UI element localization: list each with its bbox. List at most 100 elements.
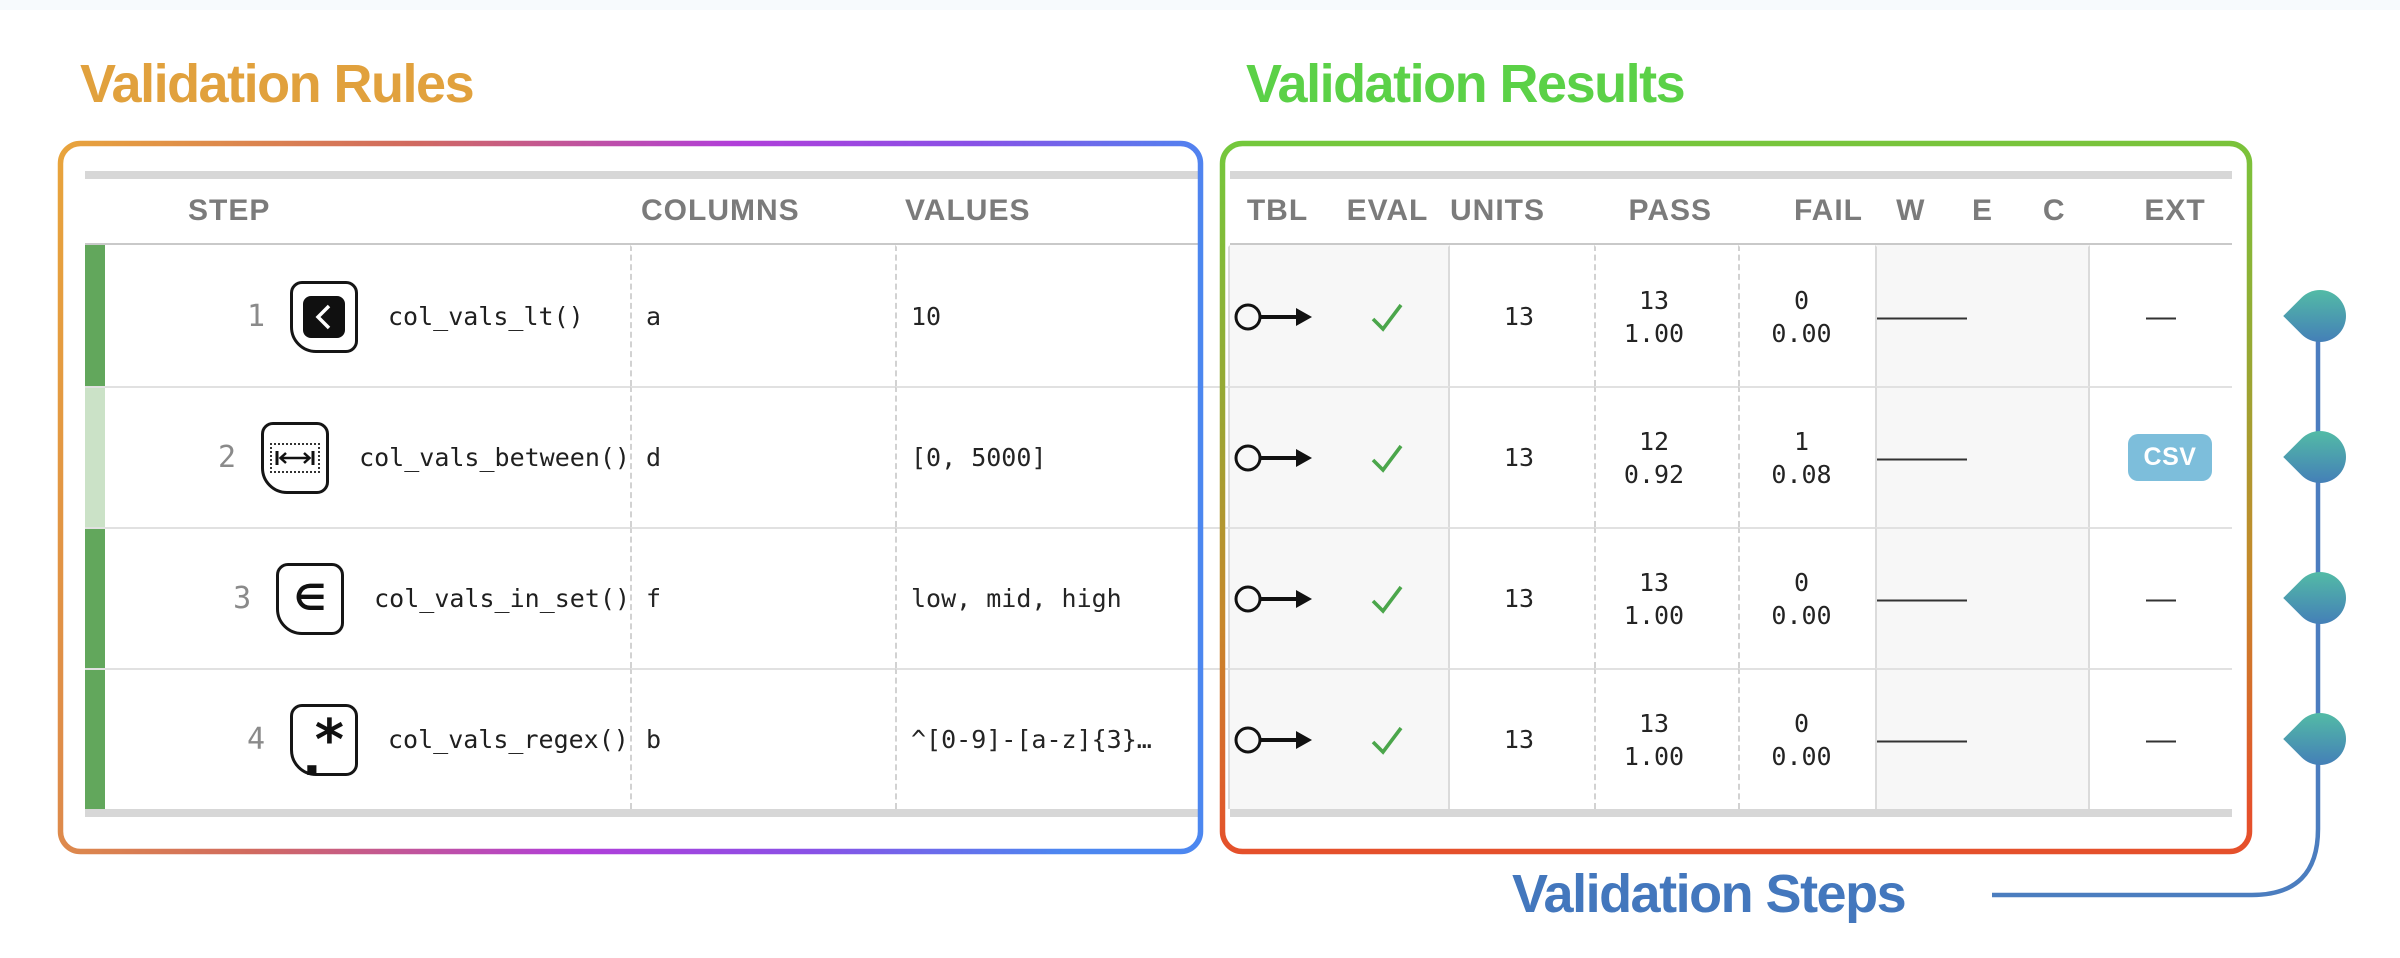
units-cell: 13 [1450, 386, 1594, 527]
header-w: W [1896, 194, 1926, 227]
table-bottom-bar [85, 809, 2232, 817]
col-vals-regex-icon: . * [290, 703, 358, 783]
critical-value: — [1937, 722, 1967, 756]
pass-fraction: 1.00 [1623, 741, 1685, 771]
fail-count: 1 [1793, 426, 1810, 456]
header-tbl: TBL [1246, 194, 1309, 227]
ext-dash: — [2146, 299, 2176, 333]
pass-count: 13 [1638, 708, 1670, 738]
fail-fraction: 0.08 [1771, 459, 1832, 489]
tbl-preprocess-icon [1230, 386, 1325, 527]
values-cell: 10 [895, 245, 1200, 386]
section-gap [1200, 527, 1230, 668]
tbl-preprocess-icon [1230, 527, 1325, 668]
units-cell: 13 [1503, 302, 1534, 331]
tbl-preprocess-icon [1230, 668, 1325, 809]
critical-value: — [1937, 440, 1967, 474]
ext-dash: — [2146, 722, 2176, 756]
values-cell: ^[0-9]-[a-z]{3}… [895, 668, 1200, 809]
step-number: 3 [233, 581, 252, 616]
error-value: — [1907, 722, 1937, 756]
critical-value: — [1937, 299, 1967, 333]
eval-check-icon [1325, 668, 1450, 809]
wec-cell: — — — [1875, 527, 2090, 668]
section-gap [1200, 386, 1230, 527]
pass-cell: 12 0.92 [1594, 386, 1738, 527]
section-gap [1200, 668, 1230, 809]
pass-fraction: 1.00 [1623, 600, 1685, 630]
warn-value: — [1877, 581, 1907, 615]
fail-cell: 0 0.00 [1738, 245, 1875, 386]
table-row: 3 ∈ col_vals_in_set() f low, mid, high 1… [85, 527, 2232, 668]
fail-fraction: 0.00 [1771, 600, 1832, 630]
header-eval: EVAL [1346, 194, 1429, 227]
assertion-name: col_vals_between() [359, 443, 630, 472]
values-cell: [0, 5000] [895, 386, 1200, 527]
pass-cell: 13 1.00 [1594, 527, 1738, 668]
pass-count: 13 [1638, 567, 1670, 597]
pass-count: 13 [1638, 285, 1670, 315]
pass-fraction: 1.00 [1623, 318, 1685, 348]
fail-cell: 1 0.08 [1738, 386, 1875, 527]
rules-section-title: Validation Rules [80, 54, 475, 114]
step-cell: 4 . * col_vals_regex() [105, 668, 630, 809]
warn-value: — [1877, 299, 1907, 333]
error-value: — [1907, 440, 1937, 474]
step-marker [2283, 419, 2357, 494]
header-c: C [2042, 194, 2066, 227]
assertion-name: col_vals_lt() [388, 302, 584, 331]
table-row: 1 col_vals_lt() a 10 13 13 1.00 0 0.00 —… [85, 245, 2232, 386]
validation-table: STEP COLUMNS VALUES TBL EVAL UNITS PASS … [85, 171, 2232, 817]
ext-cell: — [2090, 527, 2232, 668]
step-marker [2283, 560, 2357, 635]
warn-value: — [1877, 440, 1907, 474]
header-wec: W E C [1875, 194, 2090, 228]
tbl-preprocess-icon [1230, 245, 1325, 386]
table-row: 4 . * col_vals_regex() b ^[0-9]-[a-z]{3}…… [85, 668, 2232, 809]
header-values: VALUES [905, 194, 1031, 227]
status-bar [85, 386, 105, 527]
results-section-title: Validation Results [1246, 54, 1686, 114]
columns-cell: b [630, 668, 895, 809]
step-cell: 1 col_vals_lt() [105, 245, 630, 386]
wec-cell: — — — [1875, 386, 2090, 527]
step-cell: 3 ∈ col_vals_in_set() [105, 527, 630, 668]
units-cell: 13 [1450, 668, 1594, 809]
values-cell: low, mid, high [895, 527, 1200, 668]
pass-cell: 13 1.00 [1594, 245, 1738, 386]
step-cell: 2 col_vals_between() [105, 386, 630, 527]
critical-value: — [1937, 581, 1967, 615]
fail-count: 0 [1793, 285, 1810, 315]
header-e: E [1971, 194, 1993, 227]
table-top-bar [85, 171, 2232, 179]
header-step: STEP [188, 194, 271, 227]
status-bar [85, 527, 105, 668]
pass-cell: 13 1.00 [1594, 668, 1738, 809]
header-pass: PASS [1628, 194, 1712, 227]
steps-section-title: Validation Steps [1512, 864, 1907, 924]
header-columns: COLUMNS [641, 194, 800, 227]
warn-value: — [1877, 722, 1907, 756]
step-marker [2283, 278, 2357, 353]
wec-cell: — — — [1875, 245, 2090, 386]
section-gap [1200, 245, 1230, 386]
header-units: UNITS [1450, 194, 1545, 227]
csv-export-button[interactable]: CSV [2127, 434, 2213, 481]
columns-cell: d [630, 386, 895, 527]
wec-cell: — — — [1875, 668, 2090, 809]
fail-fraction: 0.00 [1771, 318, 1832, 348]
step-marker [2283, 701, 2357, 776]
ext-cell: — [2090, 668, 2232, 809]
status-bar [85, 245, 105, 386]
eval-check-icon [1325, 245, 1450, 386]
col-vals-between-icon [261, 421, 330, 494]
fail-fraction: 0.00 [1771, 741, 1832, 771]
eval-check-icon [1325, 386, 1450, 527]
header-fail: FAIL [1794, 194, 1863, 227]
top-strip [0, 0, 2400, 10]
table-body: 1 col_vals_lt() a 10 13 13 1.00 0 0.00 —… [85, 245, 2232, 809]
columns-cell: a [630, 245, 895, 386]
fail-cell: 0 0.00 [1738, 668, 1875, 809]
table-row: 2 col_vals_between() d [0, 5000] 13 12 0… [85, 386, 2232, 527]
assertion-name: col_vals_in_set() [374, 584, 630, 613]
